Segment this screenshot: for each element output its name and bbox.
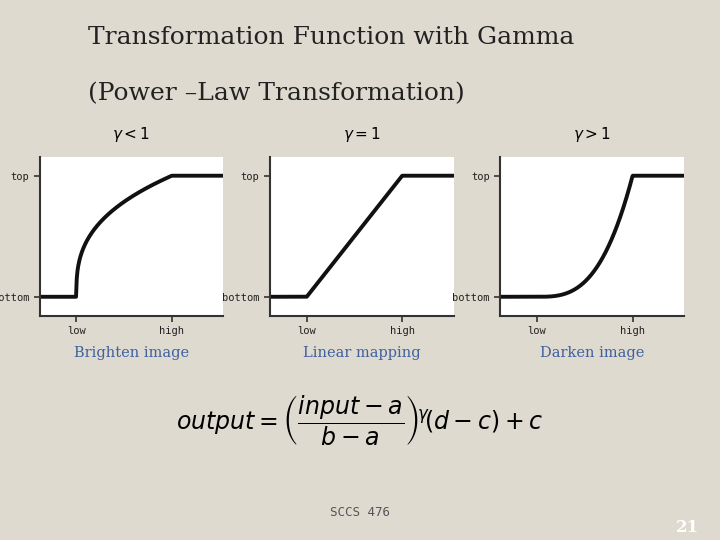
- Text: Linear mapping: Linear mapping: [303, 346, 420, 360]
- Text: (Power –Law Transformation): (Power –Law Transformation): [88, 82, 464, 105]
- Text: SCCS 476: SCCS 476: [330, 507, 390, 519]
- Text: Darken image: Darken image: [540, 346, 644, 360]
- Text: $\mathit{γ=1}$: $\mathit{γ=1}$: [343, 125, 381, 144]
- Text: Transformation Function with Gamma: Transformation Function with Gamma: [88, 26, 574, 50]
- Text: $\mathit{output} = \left(\dfrac{\mathit{input} - a}{b - a}\right)^{\!\gamma}\!(d: $\mathit{output} = \left(\dfrac{\mathit{…: [176, 394, 544, 448]
- Text: 21: 21: [676, 518, 699, 536]
- Text: Brighten image: Brighten image: [74, 346, 189, 360]
- Text: $\mathit{γ<1}$: $\mathit{γ<1}$: [112, 125, 150, 144]
- Text: $\mathit{γ>1}$: $\mathit{γ>1}$: [573, 125, 611, 144]
